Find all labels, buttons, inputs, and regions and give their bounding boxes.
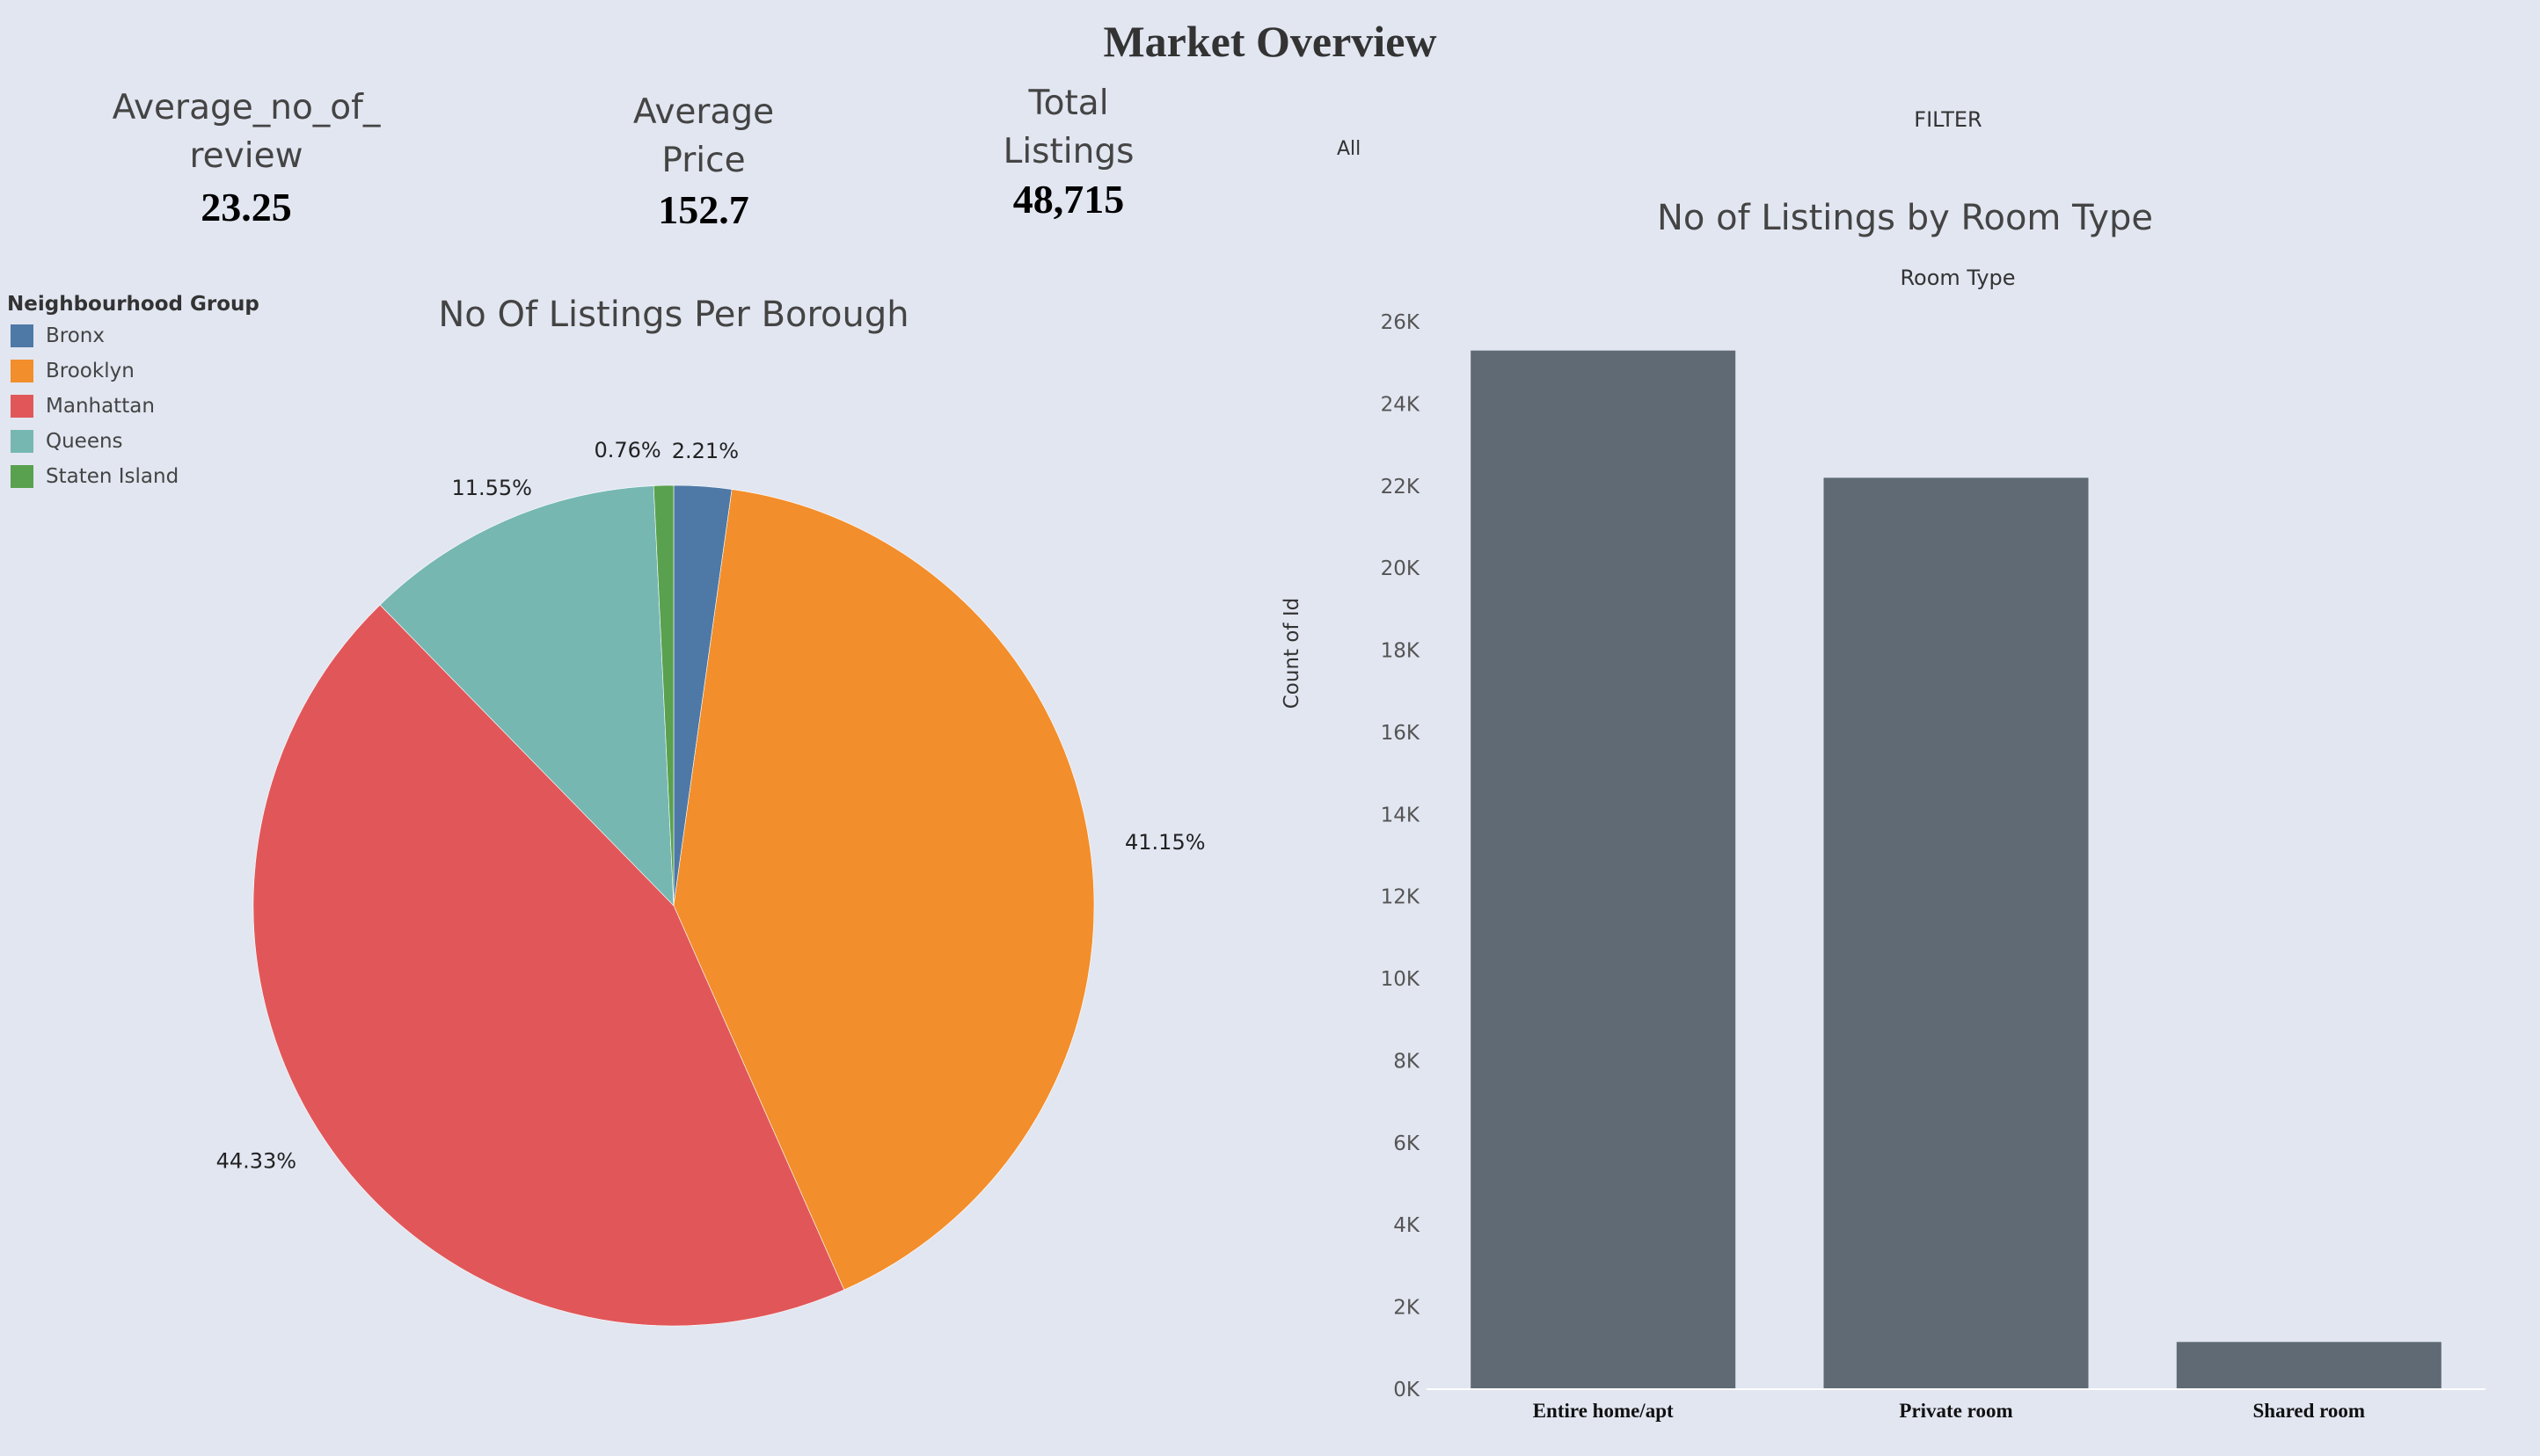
y-tick-label: 18K <box>1381 640 1420 663</box>
legend-swatch-brooklyn <box>11 360 33 382</box>
y-tick-label: 0K <box>1393 1379 1420 1401</box>
filter-label: FILTER <box>1914 107 1982 132</box>
kpi-reviews-label-line2: review <box>189 136 303 176</box>
filter-value[interactable]: All <box>1337 138 1361 160</box>
bar-private-room[interactable] <box>1823 477 2089 1389</box>
x-tick-label-entire-home-apt: Entire home/apt <box>1533 1400 1674 1422</box>
legend-swatch-bronx <box>11 324 33 347</box>
pie-chart-title: No Of Listings Per Borough <box>438 295 909 335</box>
legend-item-queens[interactable]: Queens <box>11 426 123 457</box>
pie-label-manhattan: 44.33% <box>216 1149 297 1174</box>
legend-swatch-queens <box>11 430 33 453</box>
bar-chart: 0K 2K 4K 6K 8K 10K 12K 14K 16K 18K 20K 22K 24K 26K Ent… <box>1381 311 2485 1422</box>
pie-slice-manhattan[interactable] <box>252 604 845 1327</box>
bar-entire-home-apt[interactable] <box>1471 350 1736 1390</box>
pie-label-queens: 11.55% <box>451 476 532 500</box>
bar-chart-y-axis-label: Count of Id <box>1281 597 1303 710</box>
kpi-listings-label-line1: Total <box>1028 84 1109 123</box>
pie-chart: 2.21% 41.15% 44.33% 11.55% 0.76% <box>216 438 1206 1327</box>
y-tick-label: 20K <box>1381 557 1420 580</box>
kpi-price-value: 152.7 <box>658 187 749 232</box>
x-tick-label-private-room: Private room <box>1899 1400 2012 1422</box>
pie-label-staten-island: 0.76% <box>594 438 661 462</box>
y-tick-label: 12K <box>1381 886 1420 909</box>
bar-chart-header: Room Type <box>1900 266 2016 290</box>
y-tick-label: 14K <box>1381 804 1420 826</box>
y-tick-label: 26K <box>1381 311 1420 334</box>
kpi-price-label-line2: Price <box>661 141 746 180</box>
bar-chart-title: No of Listings by Room Type <box>1657 198 2153 238</box>
legend-swatch-staten-island <box>11 465 33 488</box>
kpi-average-reviews: Average_no_of_ review 23.25 <box>53 84 440 230</box>
legend-title: Neighbourhood Group <box>7 293 259 316</box>
kpi-total-listings: Total Listings 48,715 <box>928 79 1209 222</box>
legend-label-manhattan: Manhattan <box>46 395 155 418</box>
x-tick-label-shared-room: Shared room <box>2253 1400 2366 1422</box>
legend-label-brooklyn: Brooklyn <box>46 360 135 382</box>
y-tick-label: 6K <box>1393 1132 1420 1155</box>
y-tick-label: 10K <box>1381 968 1420 991</box>
legend-label-bronx: Bronx <box>46 324 105 347</box>
bar-shared-room[interactable] <box>2176 1342 2441 1389</box>
legend-item-bronx[interactable]: Bronx <box>11 320 105 352</box>
pie-slice-queens[interactable] <box>379 485 675 906</box>
kpi-listings-value: 48,715 <box>1012 177 1125 222</box>
y-tick-label: 4K <box>1393 1214 1420 1237</box>
pie-slice-brooklyn[interactable] <box>673 489 1095 1291</box>
kpi-reviews-value: 23.25 <box>201 185 292 229</box>
legend-item-manhattan[interactable]: Manhattan <box>11 390 155 422</box>
y-tick-label: 2K <box>1393 1297 1420 1320</box>
pie-label-brooklyn: 41.15% <box>1125 830 1206 855</box>
kpi-price-label-line1: Average <box>632 92 775 132</box>
y-tick-label: 8K <box>1393 1051 1420 1074</box>
kpi-listings-label-line2: Listings <box>1003 132 1135 171</box>
legend-swatch-manhattan <box>11 395 33 418</box>
kpi-average-price: Average Price 152.7 <box>545 88 862 233</box>
y-tick-label: 24K <box>1381 393 1420 416</box>
dashboard-title: Market Overview <box>1103 17 1437 66</box>
y-tick-label: 16K <box>1381 722 1420 745</box>
y-tick-label: 22K <box>1381 476 1420 499</box>
pie-slice-staten-island[interactable] <box>653 484 675 906</box>
pie-label-bronx: 2.21% <box>672 439 739 463</box>
legend-label-staten-island: Staten Island <box>46 465 179 488</box>
kpi-reviews-label-line1: Average_no_of_ <box>112 88 381 127</box>
legend-item-brooklyn[interactable]: Brooklyn <box>11 355 135 387</box>
legend-item-staten-island[interactable]: Staten Island <box>11 461 179 492</box>
legend-label-queens: Queens <box>46 430 123 453</box>
